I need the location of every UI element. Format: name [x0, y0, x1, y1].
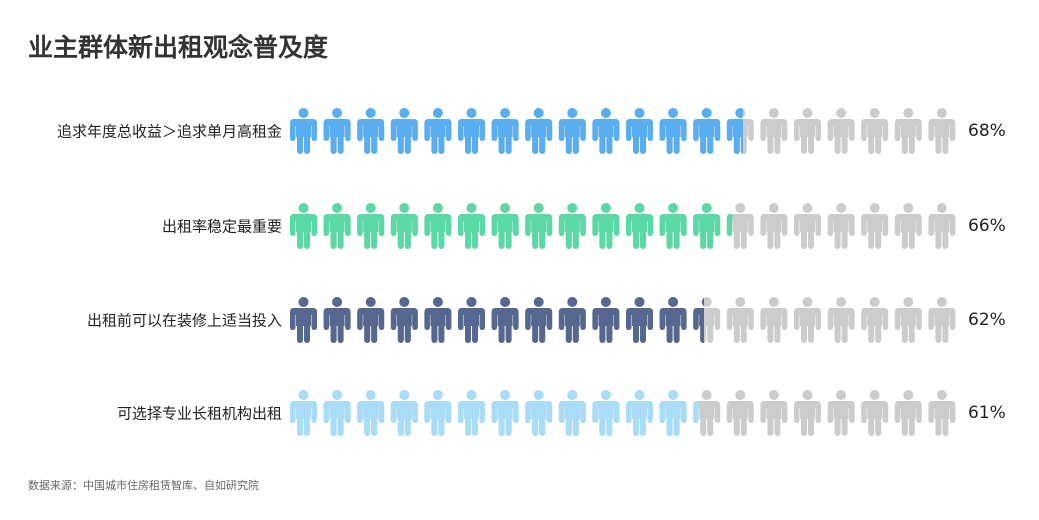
person-icon — [726, 203, 754, 249]
person-icon — [827, 108, 855, 154]
pictogram-row — [290, 108, 956, 154]
person-icon — [760, 203, 788, 249]
person-icon — [894, 390, 922, 436]
person-icon — [693, 108, 721, 154]
person-icon — [491, 390, 519, 436]
person-icon — [491, 203, 519, 249]
person-icon — [794, 390, 821, 436]
person-icon — [357, 390, 385, 436]
person-icon — [323, 203, 351, 249]
person-icon — [861, 297, 889, 343]
person-icon — [726, 297, 754, 343]
person-icon — [659, 390, 687, 436]
person-icon — [827, 203, 855, 249]
person-icon — [323, 297, 351, 343]
person-icon — [390, 108, 418, 154]
person-icon — [928, 297, 956, 343]
person-icon — [760, 297, 788, 343]
person-icon — [626, 203, 653, 249]
person-icon — [693, 390, 721, 436]
person-icon — [390, 390, 418, 436]
person-icon — [525, 108, 553, 154]
person-icon — [390, 203, 418, 249]
person-icon — [458, 108, 485, 154]
person-icon — [894, 108, 922, 154]
pictogram-row — [290, 390, 956, 436]
person-icon — [424, 108, 452, 154]
person-icon — [861, 108, 889, 154]
person-icon — [525, 203, 553, 249]
person-icon — [458, 390, 485, 436]
person-icon — [558, 203, 586, 249]
person-icon — [290, 203, 317, 249]
person-icon — [659, 203, 687, 249]
person-icon — [290, 390, 317, 436]
person-icon — [794, 203, 821, 249]
person-icon — [525, 297, 553, 343]
person-icon — [424, 390, 452, 436]
value-label: 61% — [968, 403, 1006, 423]
pictogram-row — [290, 297, 956, 343]
person-icon — [693, 203, 721, 249]
person-icon — [626, 297, 653, 343]
person-icon — [726, 108, 754, 154]
person-icon — [323, 108, 351, 154]
person-icon — [357, 108, 385, 154]
person-icon — [827, 297, 855, 343]
category-label: 出租率稳定最重要 — [161, 217, 282, 236]
person-icon — [592, 203, 620, 249]
pictogram-row — [290, 203, 956, 249]
person-icon — [894, 203, 922, 249]
person-icon — [861, 203, 889, 249]
person-icon — [693, 297, 721, 343]
person-icon — [760, 108, 788, 154]
person-icon — [928, 390, 956, 436]
value-label: 68% — [968, 121, 1006, 141]
person-icon — [323, 390, 351, 436]
person-icon — [827, 390, 855, 436]
person-icon — [558, 108, 586, 154]
person-icon — [290, 297, 317, 343]
person-icon — [894, 297, 922, 343]
person-icon — [760, 390, 788, 436]
person-icon — [357, 203, 385, 249]
person-icon — [390, 297, 418, 343]
value-label: 66% — [968, 216, 1006, 236]
person-icon — [928, 203, 956, 249]
person-icon — [794, 297, 821, 343]
person-icon — [491, 297, 519, 343]
person-icon — [928, 108, 956, 154]
person-icon — [626, 390, 653, 436]
person-icon — [458, 297, 485, 343]
person-icon — [424, 297, 452, 343]
chart-title: 业主群体新出租观念普及度 — [28, 33, 329, 62]
person-icon — [626, 108, 653, 154]
person-icon — [357, 297, 385, 343]
person-icon — [659, 297, 687, 343]
person-icon — [592, 297, 620, 343]
person-icon — [861, 390, 889, 436]
person-icon — [458, 203, 485, 249]
category-label: 出租前可以在装修上适当投入 — [86, 311, 282, 330]
source-note: 数据来源：中国城市住房租赁智库、自如研究院 — [28, 479, 259, 492]
person-icon — [558, 390, 586, 436]
person-icon — [794, 108, 821, 154]
person-icon — [290, 108, 317, 154]
category-label: 可选择专业长租机构出租 — [116, 404, 282, 423]
person-icon — [525, 390, 553, 436]
person-icon — [659, 108, 687, 154]
person-icon — [424, 203, 452, 249]
person-icon — [491, 108, 519, 154]
person-icon — [592, 108, 620, 154]
category-label: 追求年度总收益＞追求单月高租金 — [56, 122, 282, 141]
value-label: 62% — [968, 310, 1006, 330]
person-icon — [592, 390, 620, 436]
person-icon — [558, 297, 586, 343]
person-icon — [726, 390, 754, 436]
